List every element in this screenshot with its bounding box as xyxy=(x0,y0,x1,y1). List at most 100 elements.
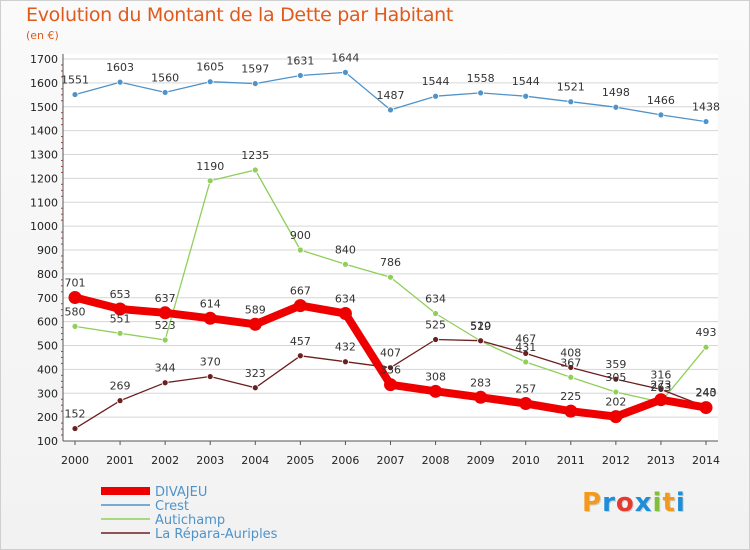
data-point-autichamp xyxy=(702,343,710,351)
y-tick-label: 300 xyxy=(37,387,58,400)
logo-letter: x xyxy=(634,488,653,518)
data-point-la-r-para-auriples xyxy=(296,352,304,360)
data-point-autichamp xyxy=(251,166,259,174)
data-label-divajeu: 667 xyxy=(290,285,311,298)
data-label-autichamp: 551 xyxy=(110,312,131,325)
data-point-crest xyxy=(567,98,575,106)
data-label-autichamp: 900 xyxy=(290,229,311,242)
x-tick-label: 2013 xyxy=(647,454,675,467)
data-label-autichamp: 580 xyxy=(65,305,86,318)
x-axis-ticks: 2000 2001 2002 2003 2004 2005 2006 2007 2008 2009… xyxy=(61,454,720,467)
data-label-crest: 1521 xyxy=(557,81,585,94)
x-tick-label: 2008 xyxy=(422,454,450,467)
data-label-autichamp: 367 xyxy=(560,356,581,369)
data-point-divajeu xyxy=(654,393,668,407)
data-point-divajeu xyxy=(203,311,217,325)
y-tick-label: 1300 xyxy=(30,149,58,162)
data-label-crest: 1631 xyxy=(286,54,314,67)
plot-area xyxy=(63,54,718,441)
x-tick-label: 2003 xyxy=(196,454,224,467)
data-point-crest xyxy=(612,103,620,111)
data-point-crest xyxy=(116,78,124,86)
data-label-la-r-para-auriples: 407 xyxy=(380,347,401,360)
data-point-divajeu xyxy=(158,306,172,320)
x-tick-label: 2014 xyxy=(692,454,720,467)
data-label-la-r-para-auriples: 269 xyxy=(110,380,131,393)
data-point-crest xyxy=(657,111,665,119)
data-label-crest: 1560 xyxy=(151,71,179,84)
data-label-crest: 1544 xyxy=(422,75,450,88)
data-label-la-r-para-auriples: 525 xyxy=(425,319,446,332)
data-label-autichamp: 431 xyxy=(515,341,536,354)
data-point-divajeu xyxy=(338,307,352,321)
data-point-la-r-para-auriples xyxy=(477,337,485,345)
data-label-divajeu: 701 xyxy=(65,277,86,290)
y-tick-label: 1100 xyxy=(30,196,58,209)
data-label-crest: 1605 xyxy=(196,61,224,74)
data-point-crest xyxy=(522,92,530,100)
data-point-divajeu xyxy=(609,410,623,424)
data-point-divajeu xyxy=(248,317,262,331)
proxiti-logo: Proxiti xyxy=(582,488,686,518)
data-label-la-r-para-auriples: 344 xyxy=(155,362,176,375)
data-point-la-r-para-auriples xyxy=(657,386,665,393)
data-point-autichamp xyxy=(206,177,214,185)
y-tick-label: 500 xyxy=(37,340,58,353)
data-label-crest: 1466 xyxy=(647,94,675,107)
data-label-autichamp: 1190 xyxy=(196,160,224,173)
data-label-la-r-para-auriples: 323 xyxy=(245,367,266,380)
data-point-divajeu xyxy=(384,378,397,392)
data-label-divajeu: 283 xyxy=(470,376,491,389)
data-label-la-r-para-auriples: 243 xyxy=(696,386,717,399)
data-label-divajeu: 308 xyxy=(425,370,446,383)
data-point-la-r-para-auriples xyxy=(432,336,439,343)
data-label-crest: 1597 xyxy=(241,63,269,76)
y-tick-label: 800 xyxy=(37,268,58,281)
x-tick-label: 2004 xyxy=(241,454,269,467)
y-tick-label: 400 xyxy=(37,363,58,376)
legend-label: La Répara-Auriples xyxy=(155,527,278,542)
data-label-divajeu: 273 xyxy=(650,379,671,392)
data-point-divajeu xyxy=(699,401,713,415)
data-point-divajeu xyxy=(564,404,578,418)
data-label-autichamp: 263 xyxy=(650,381,671,394)
y-axis-ticks: 100 200 300 400 500 600 700 800 900 1000 1100 1200 1… xyxy=(30,53,58,448)
data-point-autichamp xyxy=(567,373,575,381)
x-tick-label: 2007 xyxy=(377,454,405,467)
data-label-la-r-para-auriples: 316 xyxy=(650,368,671,381)
data-label-divajeu: 637 xyxy=(155,292,176,305)
data-point-autichamp xyxy=(116,329,124,337)
data-point-la-r-para-auriples xyxy=(206,373,214,380)
data-point-la-r-para-auriples xyxy=(342,358,349,366)
logo-letter: i xyxy=(652,488,663,518)
data-label-autichamp: 634 xyxy=(425,293,446,306)
x-tick-label: 2010 xyxy=(512,454,540,467)
data-label-crest: 1487 xyxy=(377,89,405,102)
y-tick-label: 1000 xyxy=(30,220,58,233)
data-labels: 1551 1603 1560 1605 1597 1631 1644 1487 1544 1558… xyxy=(61,51,720,420)
y-tick-label: 1600 xyxy=(30,77,58,90)
data-label-autichamp: 493 xyxy=(696,326,717,339)
data-point-divajeu xyxy=(429,384,443,398)
y-tick-label: 1500 xyxy=(30,101,58,114)
data-point-crest xyxy=(161,89,169,96)
logo-letter: r xyxy=(602,488,616,518)
data-point-crest xyxy=(342,68,349,76)
x-tick-label: 2012 xyxy=(602,454,630,467)
data-label-autichamp: 523 xyxy=(155,319,176,332)
data-label-la-r-para-auriples: 467 xyxy=(515,332,536,345)
data-point-autichamp xyxy=(387,273,394,281)
data-label-crest: 1544 xyxy=(512,75,540,88)
data-point-crest xyxy=(477,89,485,97)
data-point-la-r-para-auriples xyxy=(71,425,79,432)
data-point-autichamp xyxy=(71,322,79,330)
data-point-divajeu xyxy=(293,299,307,313)
series-group xyxy=(68,68,713,432)
data-point-autichamp xyxy=(296,246,304,254)
data-point-crest xyxy=(206,78,214,86)
x-tick-label: 2009 xyxy=(467,454,495,467)
data-label-divajeu: 589 xyxy=(245,303,266,316)
y-tick-label: 600 xyxy=(37,316,58,329)
